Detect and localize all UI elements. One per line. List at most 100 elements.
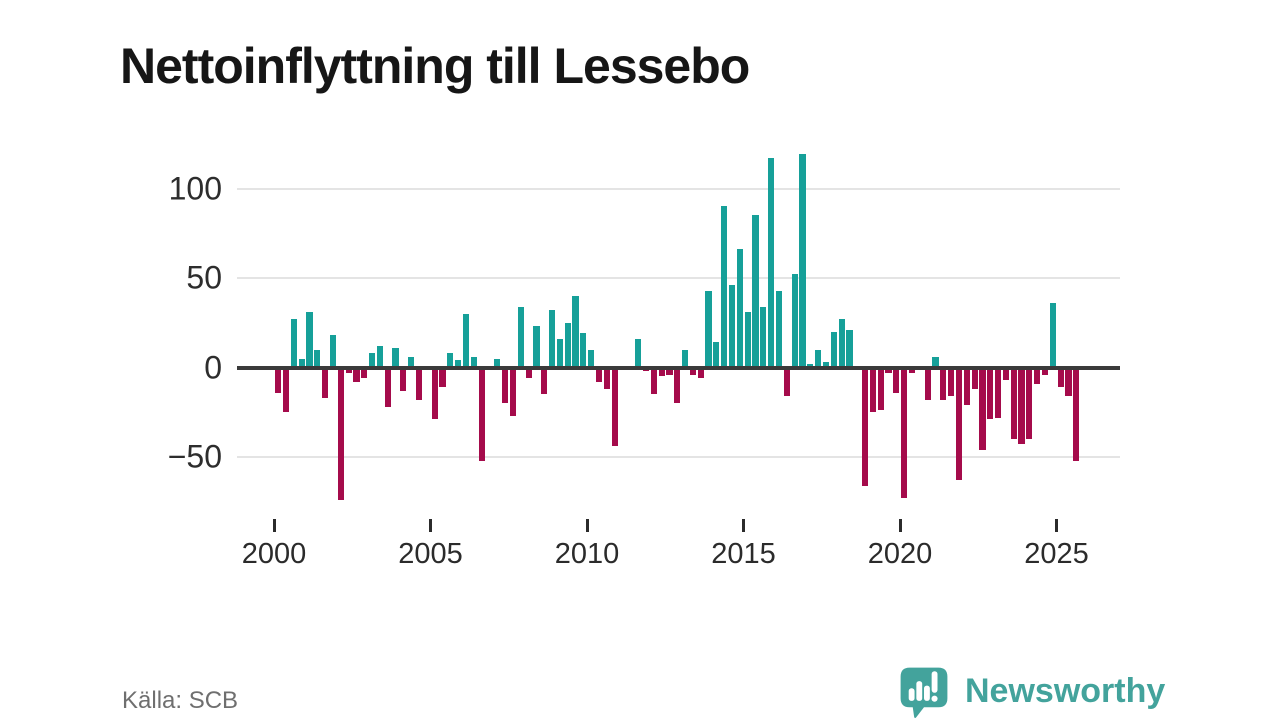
bar-2015Q1 — [744, 312, 751, 368]
bar-2010Q2 — [595, 367, 603, 382]
chart-title: Nettoinflyttning till Lessebo — [120, 37, 750, 94]
bar-2023Q2 — [1002, 367, 1009, 381]
bar-2017Q3 — [822, 362, 830, 368]
bar-2007Q2 — [502, 367, 509, 404]
bar-2020Q1 — [901, 367, 908, 499]
bar-2004Q3 — [415, 367, 423, 400]
bar-2022Q1 — [963, 367, 970, 406]
x-tick-2015 — [742, 519, 745, 532]
bar-2018Q4 — [861, 367, 869, 486]
bar-2014Q1 — [713, 342, 720, 368]
bar-2003Q2 — [376, 346, 383, 368]
bar-2007Q1 — [494, 358, 501, 368]
bar-2009Q1 — [556, 338, 563, 368]
bar-2012Q1 — [650, 367, 657, 395]
bar-2019Q2 — [877, 367, 884, 411]
bar-2010Q1 — [588, 349, 595, 368]
x-axis-label-2010: 2010 — [554, 538, 620, 570]
bar-2013Q4 — [705, 290, 712, 368]
bar-2025Q3 — [1073, 367, 1080, 461]
x-tick-2025 — [1055, 519, 1058, 532]
bar-2016Q1 — [775, 290, 783, 368]
bar-2010Q3 — [603, 367, 610, 389]
bar-2008Q4 — [548, 310, 556, 368]
y-axis-label-0: 0 — [204, 349, 222, 385]
x-axis-label-2020: 2020 — [867, 538, 933, 570]
bar-2007Q4 — [517, 306, 524, 368]
x-axis-label-2000: 2000 — [241, 538, 307, 570]
bar-2007Q3 — [509, 367, 517, 416]
bar-2005Q1 — [431, 367, 438, 420]
bar-2024Q2 — [1034, 367, 1041, 384]
bar-2002Q4 — [361, 367, 368, 379]
bar-2012Q4 — [674, 367, 681, 404]
bar-2018Q1 — [838, 319, 845, 368]
x-axis-label-2015: 2015 — [711, 538, 776, 570]
bar-2017Q2 — [815, 349, 822, 368]
bar-2012Q2 — [658, 367, 665, 377]
x-tick-2000 — [272, 519, 276, 532]
bar-2022Q4 — [987, 367, 994, 420]
bar-2002Q2 — [345, 367, 352, 373]
bar-2025Q2 — [1065, 367, 1072, 397]
source-note: Källa: SCB — [122, 687, 239, 714]
bar-2009Q4 — [580, 333, 587, 368]
bar-2015Q3 — [760, 306, 767, 368]
bar-2006Q2 — [470, 356, 477, 368]
x-tick-2020 — [898, 519, 902, 532]
bar-2016Q2 — [783, 367, 790, 397]
bar-2001Q1 — [306, 312, 313, 368]
bar-2014Q3 — [728, 285, 736, 368]
bar-2009Q2 — [564, 322, 571, 368]
bar-2000Q4 — [298, 358, 305, 368]
bar-2020Q2 — [908, 367, 916, 373]
bar-2023Q3 — [1010, 367, 1017, 440]
bar-2014Q2 — [721, 206, 728, 368]
bar-2005Q4 — [455, 360, 462, 368]
bar-2008Q1 — [525, 367, 532, 379]
bar-2004Q1 — [400, 367, 407, 391]
bar-2008Q3 — [541, 367, 548, 395]
bar-2022Q3 — [979, 367, 986, 450]
y-gridline--50 — [237, 456, 1120, 458]
bar-2024Q4 — [1049, 303, 1056, 368]
bar-2001Q3 — [322, 367, 329, 398]
bar-2014Q4 — [736, 249, 743, 368]
bar-2003Q3 — [384, 367, 391, 407]
bar-2015Q2 — [752, 215, 759, 368]
bar-2003Q4 — [392, 347, 399, 368]
y-gridline-100 — [237, 187, 1120, 190]
bar-2013Q3 — [697, 367, 704, 379]
bar-2018Q2 — [846, 329, 853, 368]
bar-2000Q2 — [282, 367, 290, 413]
bar-2019Q1 — [869, 367, 876, 413]
y-gridline-50 — [237, 277, 1120, 279]
bar-2019Q3 — [885, 367, 892, 373]
bar-2021Q2 — [940, 367, 947, 400]
y-axis-label--50: −50 — [167, 438, 222, 475]
bar-2023Q4 — [1018, 367, 1025, 445]
bar-2024Q3 — [1041, 367, 1049, 375]
bar-2001Q2 — [314, 349, 321, 368]
bar-2019Q4 — [893, 367, 900, 393]
x-tick-2010 — [585, 519, 589, 532]
bar-2015Q4 — [768, 158, 775, 368]
bar-2009Q3 — [572, 295, 579, 368]
bar-2020Q4 — [924, 367, 931, 400]
bar-2006Q3 — [478, 367, 485, 461]
bar-2011Q3 — [635, 338, 642, 368]
bar-2013Q1 — [682, 349, 689, 368]
bar-2023Q1 — [995, 367, 1002, 418]
brand-name: Newsworthy — [965, 671, 1166, 710]
zero-baseline — [237, 366, 1120, 370]
bar-2016Q3 — [791, 274, 798, 368]
bar-2017Q1 — [807, 363, 814, 368]
bar-2003Q1 — [369, 353, 376, 368]
bar-2016Q4 — [799, 154, 806, 368]
bar-2005Q2 — [439, 367, 446, 388]
brand-logo: Newsworthy — [897, 663, 1165, 719]
bar-2021Q3 — [948, 367, 955, 397]
bar-2017Q4 — [830, 331, 837, 368]
bar-2000Q3 — [290, 319, 297, 368]
